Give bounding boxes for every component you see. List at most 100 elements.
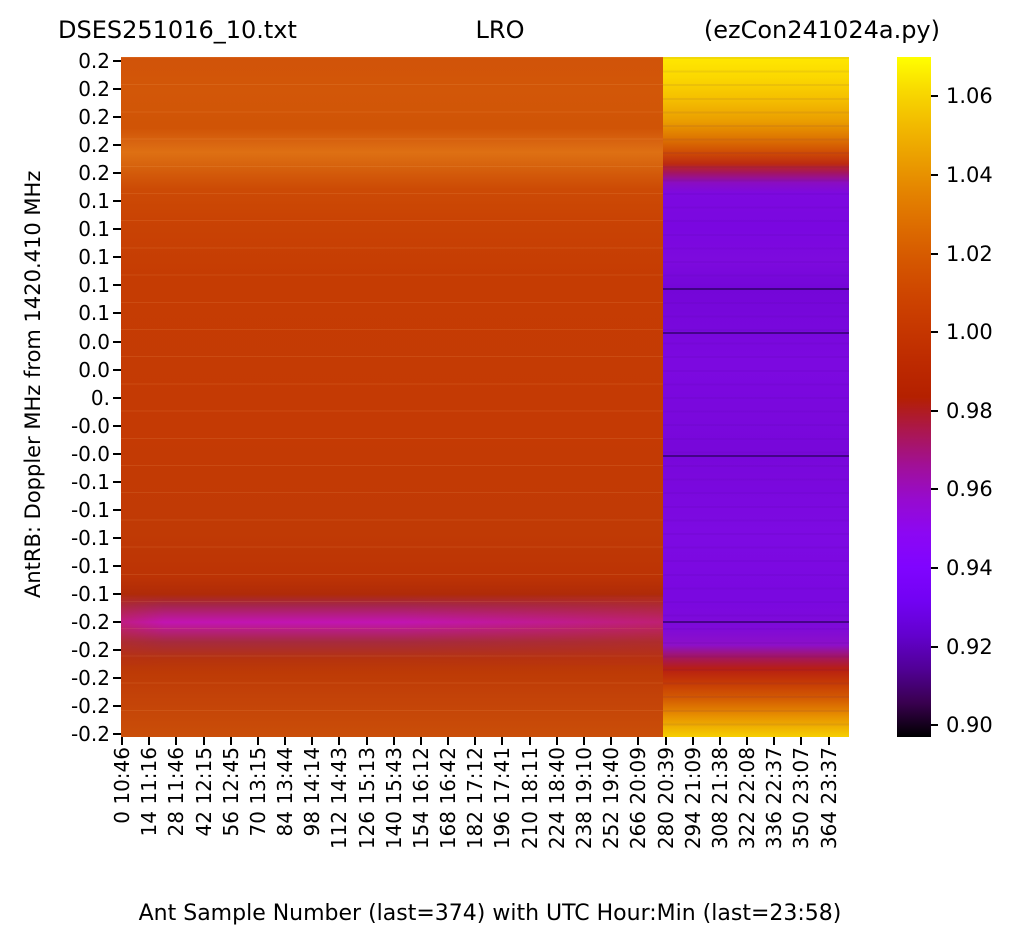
x-tick-mark — [800, 737, 803, 745]
y-tick-mark — [113, 621, 121, 623]
colorbar-tick-label: 0.98 — [946, 398, 993, 423]
colorbar-tick-mark — [931, 566, 938, 569]
x-tick-mark — [718, 737, 721, 745]
y-tick-mark — [113, 536, 121, 539]
x-tick-label-text: 336 22:37 — [762, 747, 787, 850]
x-tick-label-text: 112 14:43 — [327, 747, 352, 850]
x-tick-label-text: 280 20:39 — [653, 747, 678, 850]
y-tick-mark — [113, 256, 121, 259]
colorbar-tick-label: 1.04 — [946, 162, 993, 187]
y-tick-label: 0.1 — [78, 245, 110, 270]
y-tick-label: 0.1 — [78, 217, 110, 242]
heatmap-dark-row-line — [663, 621, 849, 623]
y-tick-mark — [113, 60, 121, 62]
x-tick-mark — [256, 737, 259, 745]
x-tick-mark — [610, 737, 613, 745]
x-tick-mark — [474, 737, 477, 745]
y-tick-mark — [113, 172, 121, 175]
y-tick-mark — [113, 116, 121, 119]
x-tick-label-text: 210 18:11 — [517, 747, 542, 850]
y-tick-mark — [113, 424, 121, 427]
y-tick-label: -0.1 — [70, 469, 110, 494]
x-tick-label-text: 28 11:46 — [164, 747, 189, 837]
colorbar-tick-mark — [931, 488, 938, 491]
y-tick-label: -0.0 — [70, 441, 110, 466]
x-tick-label-text: 0 10:46 — [109, 747, 134, 824]
title-left: DSES251016_10.txt — [58, 16, 297, 44]
x-tick-label-text: 168 16:42 — [436, 747, 461, 850]
heatmap-dark-row-line — [663, 332, 849, 334]
y-tick-label: 0.0 — [78, 357, 110, 382]
y-tick-label: -0.1 — [70, 553, 110, 578]
x-tick-label-text: 140 15:43 — [381, 747, 406, 850]
y-tick-label: -0.1 — [70, 581, 110, 606]
y-tick-mark — [113, 228, 121, 231]
colorbar-tick-label: 1.06 — [946, 84, 993, 109]
y-tick-mark — [113, 564, 121, 567]
y-tick-mark — [113, 733, 121, 736]
x-tick-label-text: 322 22:08 — [735, 747, 760, 850]
y-tick-label: 0.1 — [78, 273, 110, 298]
y-tick-label: 0.2 — [78, 161, 110, 186]
x-tick-mark — [664, 737, 667, 745]
colorbar-tick-label: 0.96 — [946, 477, 993, 502]
heatmap-right-block — [663, 57, 849, 737]
x-tick-mark — [447, 737, 450, 745]
x-tick-label-text: 98 14:14 — [300, 747, 325, 837]
x-tick-label-text: 42 12:15 — [191, 747, 216, 837]
colorbar-tick-mark — [931, 252, 938, 255]
heatmap-row-gridlines — [121, 57, 663, 737]
x-tick-label-text: 238 19:10 — [572, 747, 596, 850]
colorbar — [897, 57, 931, 737]
colorbar-tick-label: 0.90 — [946, 713, 993, 738]
y-tick-mark — [113, 144, 121, 147]
colorbar-tick-mark — [931, 724, 938, 727]
y-tick-label: -0.0 — [70, 413, 110, 438]
x-tick-label-text: 126 15:13 — [354, 747, 379, 850]
x-tick-mark — [637, 737, 640, 745]
x-tick-label-text: 196 17:41 — [490, 747, 515, 850]
heatmap-dark-row-line — [663, 288, 849, 290]
x-tick-label-text: 70 13:15 — [245, 747, 270, 837]
x-tick-label-text: 252 19:40 — [599, 747, 624, 850]
y-tick-label: -0.2 — [70, 694, 110, 719]
x-tick-mark — [120, 737, 123, 745]
y-tick-label: -0.2 — [70, 666, 110, 691]
colorbar-tick-mark — [931, 95, 938, 98]
y-tick-label: -0.2 — [70, 638, 110, 663]
y-tick-label: 0.2 — [78, 49, 110, 73]
x-tick-mark — [773, 737, 776, 745]
x-tick-mark — [284, 737, 287, 745]
y-tick-mark — [113, 592, 121, 595]
y-tick-mark — [113, 200, 121, 203]
y-tick-label: 0.2 — [78, 77, 110, 102]
x-tick-mark — [365, 737, 368, 745]
y-tick-label: 0.2 — [78, 133, 110, 158]
y-tick-mark — [113, 480, 121, 483]
title-right: (ezCon241024a.py) — [703, 16, 940, 44]
x-tick-label-text: 56 12:45 — [218, 747, 243, 837]
y-tick-label: -0.2 — [70, 722, 110, 747]
x-tick-label-text: 182 17:12 — [463, 747, 488, 850]
x-tick-mark — [392, 737, 395, 745]
colorbar-tick-mark — [931, 409, 938, 412]
colorbar-tick-mark — [931, 645, 938, 648]
y-tick-label: -0.1 — [70, 525, 110, 550]
x-tick-label-text: 294 21:09 — [680, 747, 705, 850]
y-tick-mark — [113, 705, 121, 708]
x-tick-label-text: 308 21:38 — [707, 747, 732, 850]
y-tick-label: 0.1 — [78, 301, 110, 326]
colorbar-tick-label: 0.92 — [946, 634, 993, 659]
title-center: LRO — [475, 16, 525, 44]
x-tick-mark — [583, 737, 585, 745]
x-tick-mark — [229, 737, 232, 745]
y-tick-label: 0.2 — [78, 105, 110, 130]
x-axis-label: Ant Sample Number (last=374) with UTC Ho… — [138, 901, 842, 926]
colorbar-tick-mark — [931, 331, 938, 334]
colorbar-tick-label: 0.94 — [946, 555, 993, 580]
y-tick-label: -0.1 — [70, 497, 110, 522]
x-tick-mark — [311, 737, 314, 745]
x-tick-mark — [419, 737, 422, 745]
y-tick-label: -0.2 — [70, 610, 110, 634]
